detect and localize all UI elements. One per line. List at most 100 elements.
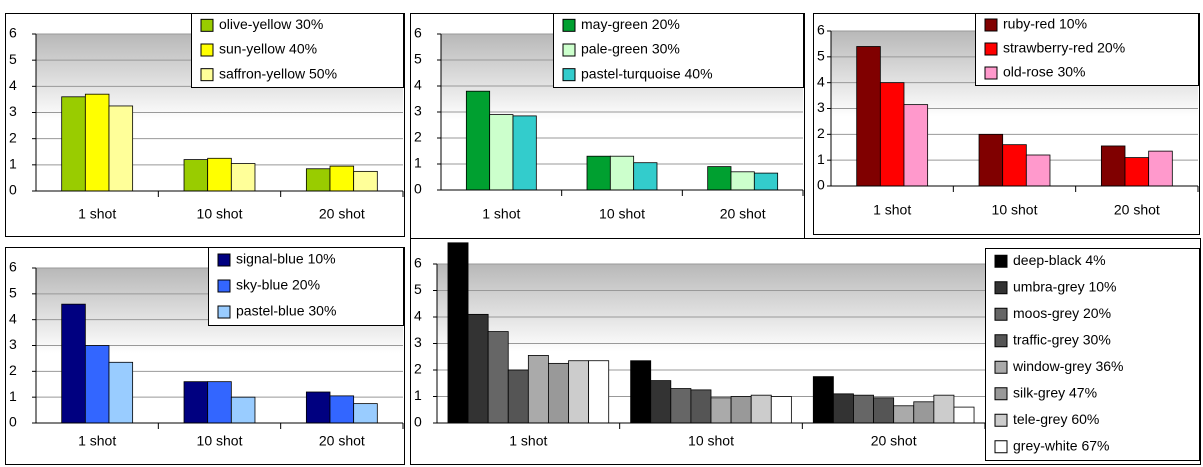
bar: [588, 360, 610, 424]
y-tick-label: 6: [9, 259, 17, 275]
legend-swatch: [994, 413, 1008, 427]
bar: [467, 313, 489, 424]
legend-label: saffron-yellow 50%: [219, 65, 337, 81]
chart: 0 1 2 3 4 5 6 1 shot 10 shot 20 shot may-green 20%…: [410, 13, 805, 240]
bar: [548, 362, 569, 424]
legend-label: traffic-grey 30%: [1013, 331, 1111, 347]
legend-swatch: [994, 307, 1008, 321]
x-tick-label: 10 shot: [197, 433, 243, 449]
bar: [812, 376, 834, 424]
legend-label: pale-green 30%: [581, 41, 680, 57]
bar: [1025, 154, 1051, 187]
bar: [353, 170, 378, 192]
y-tick-label: 6: [414, 25, 422, 41]
bar: [879, 82, 905, 187]
bar: [329, 395, 355, 424]
bar: [353, 403, 378, 424]
bar: [978, 133, 1004, 187]
bar: [933, 394, 955, 424]
bar: [1002, 144, 1027, 187]
legend-swatch: [562, 43, 576, 57]
bar: [853, 394, 874, 424]
bar: [527, 355, 549, 424]
y-tick-label: 2: [414, 129, 422, 145]
bar: [710, 397, 732, 424]
y-tick-label: 5: [414, 51, 422, 67]
y-tick-label: 4: [414, 308, 422, 324]
x-tick-label: 1 shot: [78, 206, 116, 222]
legend-label: strawberry-red 20%: [1003, 40, 1125, 56]
bar: [893, 405, 915, 424]
x-tick-label: 10 shot: [992, 202, 1038, 218]
y-tick-label: 3: [414, 334, 422, 350]
legend-label: deep-black 4%: [1013, 252, 1106, 268]
legend-swatch: [200, 43, 214, 57]
bar: [108, 105, 134, 192]
bar: [586, 155, 611, 191]
bar: [465, 90, 491, 191]
y-tick-label: 3: [9, 336, 17, 352]
y-tick-label: 1: [9, 388, 17, 404]
bar: [856, 46, 881, 187]
legend-swatch: [984, 42, 998, 56]
bar: [913, 401, 935, 424]
legend-swatch: [562, 18, 576, 32]
y-tick-label: 5: [414, 281, 422, 297]
y-tick-label: 5: [9, 285, 17, 301]
y-tick-label: 4: [9, 77, 17, 93]
x-tick-label: 1 shot: [873, 202, 911, 218]
x-tick-label: 20 shot: [319, 433, 365, 449]
legend-swatch: [562, 68, 576, 82]
bar: [61, 303, 86, 424]
legend-box: [191, 13, 404, 88]
legend-label: old-rose 30%: [1003, 64, 1086, 80]
bar: [753, 172, 779, 191]
chart: 0 1 2 3 4 5 6 1 shot 10 shot 20 shot ruby-red 10% s…: [813, 13, 1200, 235]
bar: [84, 345, 110, 424]
y-tick-label: 5: [817, 48, 825, 64]
legend-swatch: [200, 68, 214, 82]
legend-swatch: [217, 253, 231, 267]
bar: [487, 331, 509, 424]
legend-box: [553, 13, 804, 88]
y-tick-label: 2: [817, 125, 825, 141]
legend-label: umbra-grey 10%: [1013, 278, 1117, 294]
bar: [305, 391, 331, 424]
legend-swatch: [994, 334, 1008, 348]
bar: [730, 396, 752, 424]
legend-swatch: [994, 254, 1008, 268]
bar: [953, 406, 975, 424]
legend-swatch: [994, 281, 1008, 295]
bar: [650, 380, 672, 424]
bar: [207, 381, 232, 424]
y-tick-label: 3: [414, 103, 422, 119]
legend-label: window-grey 36%: [1012, 358, 1124, 374]
y-tick-label: 3: [817, 99, 825, 115]
legend-label: pastel-turquoise 40%: [581, 65, 713, 81]
bar: [447, 242, 469, 424]
bar: [690, 389, 712, 424]
y-tick-label: 0: [9, 182, 17, 198]
x-tick-label: 20 shot: [720, 206, 766, 222]
bar: [207, 157, 232, 192]
x-tick-label: 10 shot: [599, 206, 645, 222]
legend-swatch: [994, 387, 1008, 401]
legend-box: [985, 248, 1200, 461]
bar: [730, 171, 755, 191]
y-tick-label: 1: [9, 156, 17, 172]
bar: [61, 96, 86, 192]
y-tick-label: 0: [817, 177, 825, 193]
bar: [489, 114, 514, 191]
bar: [1100, 145, 1126, 187]
y-tick-label: 0: [414, 414, 422, 430]
bar: [183, 159, 209, 192]
bar: [230, 396, 256, 424]
y-tick-label: 2: [414, 361, 422, 377]
bar: [633, 162, 658, 191]
bar: [770, 396, 792, 424]
x-tick-label: 20 shot: [871, 433, 917, 449]
bar: [630, 360, 652, 424]
y-tick-label: 2: [9, 129, 17, 145]
legend-swatch: [994, 440, 1008, 454]
